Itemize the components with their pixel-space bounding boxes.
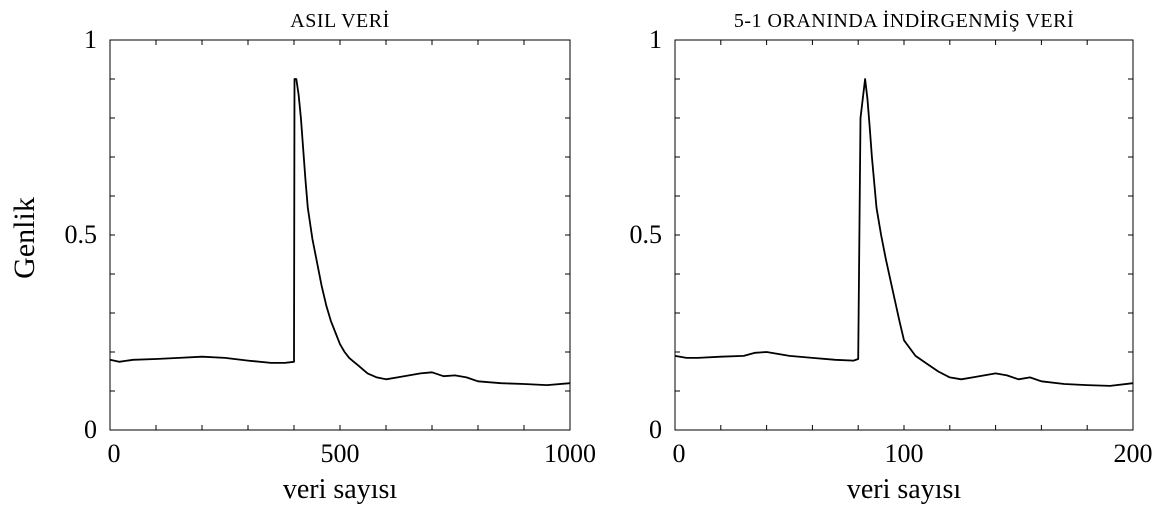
x-tick-label: 1000	[544, 439, 596, 468]
shared-y-axis-label: Genlik	[8, 197, 41, 279]
series-line-1	[674, 78, 1134, 387]
y-tick-label: 0	[649, 415, 662, 444]
series-line-1	[109, 78, 571, 387]
x-axis-label: veri sayısı	[283, 474, 398, 505]
chart-title: 5-1 ORANINDA İNDİRGENMİŞ VERİ	[734, 9, 1074, 32]
x-tick-label: 0	[108, 439, 121, 468]
plot-frame	[109, 39, 571, 431]
y-tick-label: 0.5	[65, 220, 98, 249]
chart-2: 5-1 ORANINDA İNDİRGENMİŞ VERİ 0 100 200 0 0.5…	[630, 9, 1153, 505]
y-tick-label: 0.5	[630, 220, 663, 249]
plot-frame	[674, 39, 1134, 431]
x-tick-label: 0	[673, 439, 686, 468]
x-tick-label: 500	[321, 439, 360, 468]
x-tick-label: 100	[885, 439, 924, 468]
y-tick-label: 0	[84, 415, 97, 444]
x-tick-label: 200	[1114, 439, 1153, 468]
y-tick-label: 1	[84, 25, 97, 54]
chart-title: ASIL VERİ	[290, 9, 390, 32]
y-tick-label: 1	[649, 25, 662, 54]
x-axis-label: veri sayısı	[847, 474, 962, 505]
chart-1: ASIL VERİ 0 500 1000 0 0.5 1 veri sayısı	[65, 9, 597, 505]
